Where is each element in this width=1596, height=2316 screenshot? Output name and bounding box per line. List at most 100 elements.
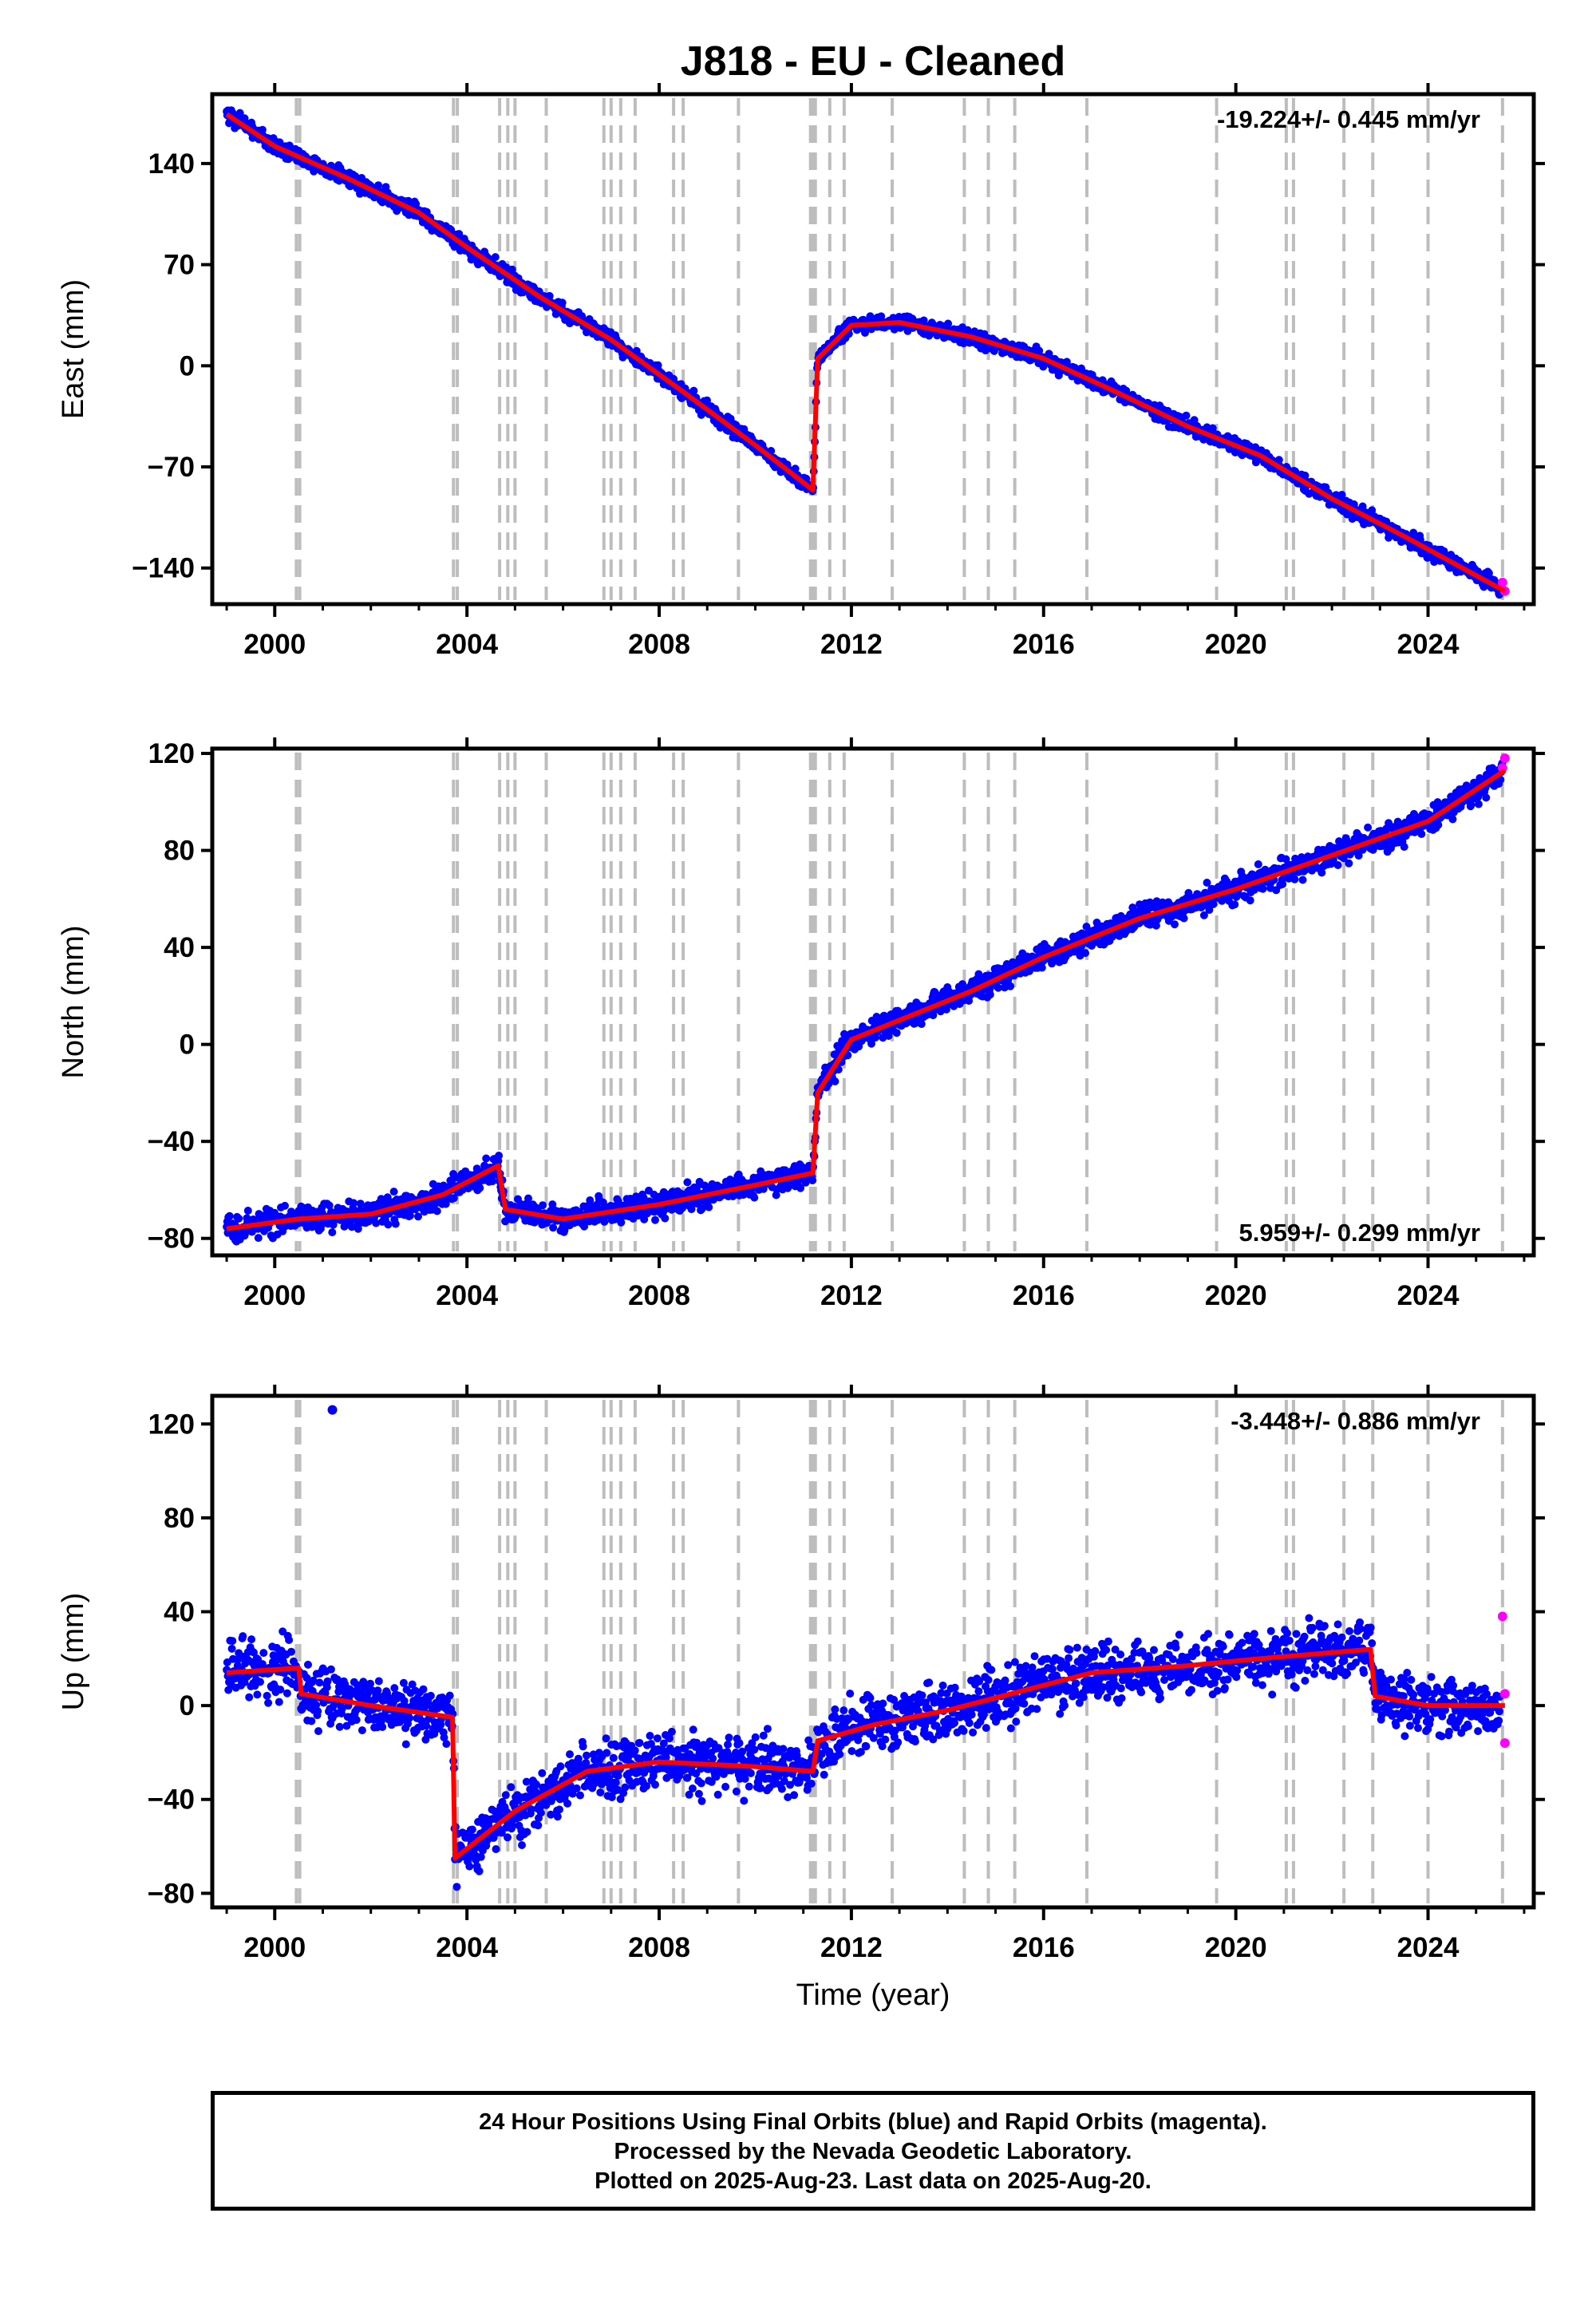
final-orbits-point <box>239 1632 247 1641</box>
x-tick-label: 2020 <box>1205 1280 1267 1311</box>
final-orbits-point <box>276 1686 285 1694</box>
final-orbits-point <box>275 1697 283 1706</box>
final-orbits-point <box>304 1660 312 1669</box>
final-orbits-point <box>285 1636 294 1644</box>
final-orbits-point <box>384 1220 393 1229</box>
final-orbits-point <box>1006 982 1015 990</box>
figure-title: J818 - EU - Cleaned <box>681 38 1066 85</box>
final-orbits-point <box>1246 896 1254 905</box>
x-tick-label: 2004 <box>436 1280 498 1311</box>
y-tick-label: −70 <box>148 452 195 483</box>
y-tick-label: 0 <box>180 350 195 381</box>
x-tick-label: 2008 <box>628 1280 690 1311</box>
final-orbits-point <box>455 230 464 239</box>
final-orbits-point <box>264 1698 273 1707</box>
final-orbits-point <box>1448 815 1457 824</box>
y-tick-label: 40 <box>164 932 195 963</box>
final-orbits-point <box>414 1212 422 1221</box>
final-orbits-point <box>1333 861 1342 869</box>
final-orbits-point <box>488 1177 497 1186</box>
final-orbits-point <box>831 1077 839 1085</box>
final-orbits-point <box>259 1649 268 1658</box>
final-orbits-point <box>1037 963 1046 972</box>
final-orbits-point <box>391 1219 400 1228</box>
rapid-orbits-point <box>1499 753 1510 764</box>
final-orbits-point <box>808 1176 817 1184</box>
final-orbits-point <box>1345 859 1353 868</box>
y-tick-label: −140 <box>132 553 195 584</box>
final-orbits-point <box>354 1224 362 1233</box>
final-orbits-point <box>374 181 383 190</box>
final-orbits-point <box>1254 860 1262 868</box>
final-orbits-point <box>545 291 554 300</box>
final-orbits-point <box>225 1211 234 1220</box>
y-tick-label: −40 <box>148 1126 195 1157</box>
model-line <box>226 768 1507 1231</box>
final-orbits-point <box>1434 820 1443 829</box>
rate-annotation: 5.959+/- 0.299 mm/yr <box>1239 1219 1480 1247</box>
y-tick-label: 70 <box>164 250 195 281</box>
final-orbits-point <box>412 200 421 208</box>
x-tick-label: 2016 <box>1013 629 1075 660</box>
final-orbits-point <box>335 1722 344 1731</box>
final-orbits-point <box>1298 875 1307 884</box>
final-orbits-point <box>281 1201 289 1210</box>
final-orbits-point <box>405 1713 414 1722</box>
final-orbits-point <box>358 1726 366 1735</box>
final-orbits-point <box>683 1178 692 1187</box>
final-orbits-point <box>632 346 641 355</box>
y-axis-label: North (mm) <box>57 925 90 1078</box>
x-tick-label: 2012 <box>820 1280 883 1311</box>
final-orbits-point <box>307 1717 316 1725</box>
final-orbits-point <box>1179 914 1188 923</box>
final-orbits-point <box>378 1723 387 1731</box>
final-orbits-point <box>508 265 516 274</box>
final-orbits-point <box>1258 884 1267 893</box>
final-orbits-point <box>892 1029 901 1037</box>
final-orbits-point <box>944 319 953 328</box>
final-orbits-point <box>314 1727 322 1736</box>
final-orbits-point <box>1474 800 1483 808</box>
x-tick-label: 2024 <box>1397 629 1460 660</box>
y-tick-label: 80 <box>164 836 195 867</box>
final-orbits-point <box>282 1689 291 1697</box>
final-orbits-point <box>1182 411 1191 420</box>
final-orbits-point <box>350 1199 358 1207</box>
final-orbits-point <box>476 1184 484 1192</box>
plot-frame <box>210 92 1536 607</box>
final-orbits-point <box>323 1677 332 1686</box>
final-orbits-point <box>705 1203 713 1211</box>
final-orbits-point <box>661 1214 670 1223</box>
y-tick-label: 140 <box>148 148 195 180</box>
final-orbits-point <box>389 1188 398 1196</box>
x-tick-label: 2004 <box>436 629 498 660</box>
final-orbits-point <box>1290 875 1299 883</box>
final-orbits-point <box>482 1154 491 1163</box>
final-orbits-point <box>366 1679 374 1688</box>
y-tick-label: 120 <box>148 738 195 769</box>
final-orbits-point <box>315 1678 324 1687</box>
final-orbits-point <box>1171 920 1179 929</box>
x-tick-label: 2012 <box>820 629 883 660</box>
final-orbits-point <box>1417 830 1426 838</box>
final-orbits-point <box>401 1740 410 1749</box>
final-orbits-point <box>263 1691 271 1700</box>
final-orbits-point <box>328 1228 337 1237</box>
final-orbits-point <box>651 1215 659 1224</box>
final-orbits-point <box>253 1690 262 1699</box>
final-orbits-point <box>247 1635 256 1644</box>
x-tick-label: 2024 <box>1397 1280 1460 1311</box>
final-orbits-point <box>245 1693 254 1701</box>
final-orbits-point <box>433 1207 441 1215</box>
final-orbits-point <box>326 1665 335 1674</box>
final-orbits-point <box>1364 823 1373 832</box>
final-orbits-point <box>228 1637 237 1646</box>
final-orbits-point <box>227 1644 236 1653</box>
final-orbits-point <box>374 1677 383 1686</box>
y-tick-label: −80 <box>148 1223 195 1255</box>
x-tick-label: 2008 <box>628 629 690 660</box>
final-orbits-points <box>223 759 1507 1246</box>
final-orbits-point <box>791 464 800 473</box>
final-orbits-point <box>986 990 994 999</box>
